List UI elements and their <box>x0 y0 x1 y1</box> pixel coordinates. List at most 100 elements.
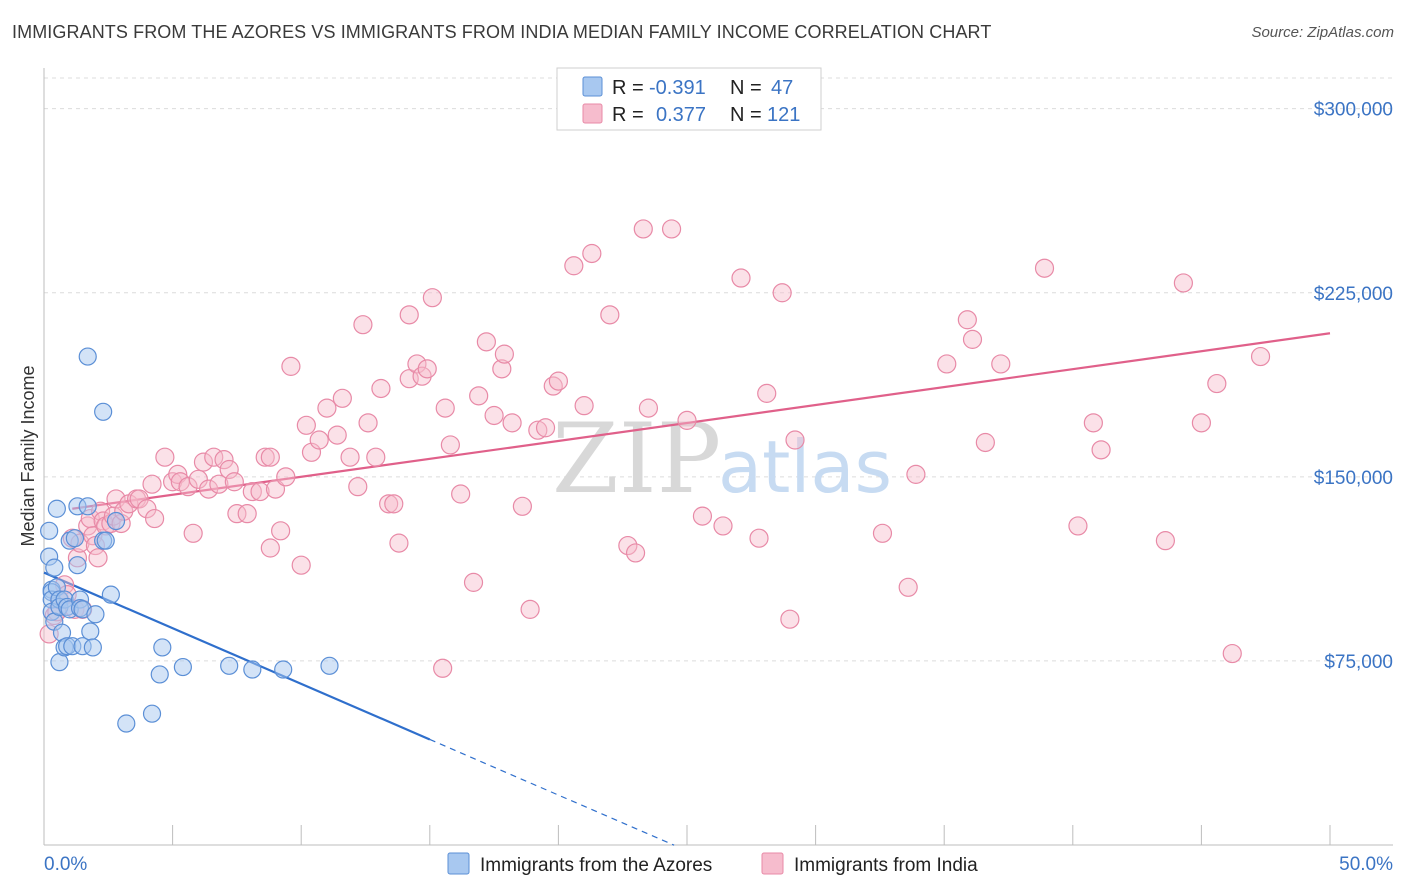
legend-india-r-value: 0.377 <box>656 104 706 126</box>
india-point-48 <box>255 447 275 467</box>
india-point-85 <box>492 359 512 379</box>
india-point-89 <box>520 599 540 619</box>
azores-point-0 <box>40 521 59 540</box>
india-point-65 <box>358 413 378 433</box>
india-point-40 <box>209 474 229 494</box>
azores-point-41 <box>153 638 172 657</box>
azores-point-34 <box>96 531 115 550</box>
azores-point-45 <box>274 660 293 679</box>
azores-point-28 <box>78 347 97 366</box>
axes <box>43 68 1393 846</box>
india-point-47 <box>250 481 270 502</box>
india-point-41 <box>214 450 234 470</box>
india-point-53 <box>276 467 296 487</box>
india-point-78 <box>435 398 455 418</box>
india-point-86 <box>494 344 514 364</box>
india-point-117 <box>962 329 983 349</box>
legend-india-n-label: N = <box>730 104 762 126</box>
india-point-112 <box>872 523 893 543</box>
india-point-121 <box>1068 516 1088 536</box>
legend-india-swatch <box>582 103 603 124</box>
india-point-118 <box>975 432 995 453</box>
india-point-21 <box>106 489 126 509</box>
azores-point-32 <box>86 605 105 624</box>
india-point-45 <box>237 504 257 524</box>
azores-trend-extension <box>429 738 675 846</box>
india-point-127 <box>1207 373 1227 394</box>
legend-azores-swatch <box>582 76 603 97</box>
india-point-119 <box>991 354 1011 374</box>
india-point-83 <box>476 332 496 352</box>
india-point-126 <box>1191 413 1212 433</box>
india-point-81 <box>463 572 484 592</box>
bottom-legend-india-label: Immigrants from India <box>794 855 978 876</box>
legend-azores-r-label: R = <box>612 77 644 99</box>
azores-point-30 <box>81 622 100 641</box>
india-point-30 <box>155 447 175 467</box>
y-tick-label-2: $225,000 <box>1314 284 1393 305</box>
india-point-32 <box>168 464 188 484</box>
india-point-61 <box>332 388 352 408</box>
india-point-56 <box>296 415 316 435</box>
india-point-42 <box>219 459 239 480</box>
india-point-98 <box>618 535 638 556</box>
india-point-84 <box>484 405 504 426</box>
india-point-38 <box>199 479 219 499</box>
india-point-15 <box>88 548 108 568</box>
india-point-103 <box>677 410 697 430</box>
india-point-107 <box>749 528 769 548</box>
india-point-80 <box>451 484 471 504</box>
azores-point-21 <box>65 529 84 548</box>
watermark-atlas: atlas <box>718 425 892 509</box>
india-point-35 <box>183 523 203 543</box>
india-point-69 <box>384 494 404 514</box>
india-point-94 <box>564 256 584 276</box>
india-point-91 <box>535 418 556 438</box>
india-point-27 <box>137 499 157 519</box>
india-points <box>39 219 1271 678</box>
india-point-123 <box>1091 440 1111 460</box>
india-point-99 <box>625 543 646 563</box>
azores-point-6 <box>45 558 64 577</box>
x-tick-left: 0.0% <box>44 854 87 875</box>
india-point-75 <box>417 359 437 379</box>
legend-azores-r-value: -0.391 <box>649 77 706 99</box>
india-point-122 <box>1083 413 1103 433</box>
india-point-52 <box>271 521 291 541</box>
india-point-43 <box>224 472 244 492</box>
azores-point-42 <box>173 657 192 677</box>
legend-azores-n-label: N = <box>730 77 762 99</box>
azores-point-46 <box>320 656 339 675</box>
india-point-109 <box>772 283 792 303</box>
azores-point-36 <box>106 511 126 531</box>
chart-title: IMMIGRANTS FROM THE AZORES VS IMMIGRANTS… <box>12 22 992 42</box>
india-point-57 <box>301 442 322 462</box>
india-point-96 <box>582 243 602 264</box>
india-point-129 <box>1250 346 1271 367</box>
india-point-87 <box>502 413 522 433</box>
azores-points <box>40 347 339 733</box>
india-point-60 <box>327 425 347 445</box>
y-tick-label-1: $150,000 <box>1314 468 1393 489</box>
gridlines <box>44 77 1393 662</box>
india-point-63 <box>348 477 368 497</box>
y-tick-label-3: $300,000 <box>1314 100 1393 121</box>
india-point-88 <box>512 496 532 516</box>
bottom-legend: Immigrants from the Azores Immigrants fr… <box>447 852 978 876</box>
india-point-64 <box>353 315 373 335</box>
india-point-34 <box>178 477 198 497</box>
india-point-79 <box>440 435 460 455</box>
india-point-114 <box>906 464 926 484</box>
india-point-101 <box>638 398 659 418</box>
india-point-115 <box>937 354 957 374</box>
india-point-37 <box>193 452 214 472</box>
india-point-59 <box>317 398 337 418</box>
azores-point-37 <box>117 714 136 733</box>
bottom-legend-india-swatch <box>761 852 784 875</box>
azores-point-35 <box>101 585 120 604</box>
india-point-28 <box>142 474 162 494</box>
bottom-legend-azores-label: Immigrants from the Azores <box>480 855 712 876</box>
india-point-70 <box>389 533 409 553</box>
india-point-36 <box>188 469 208 489</box>
